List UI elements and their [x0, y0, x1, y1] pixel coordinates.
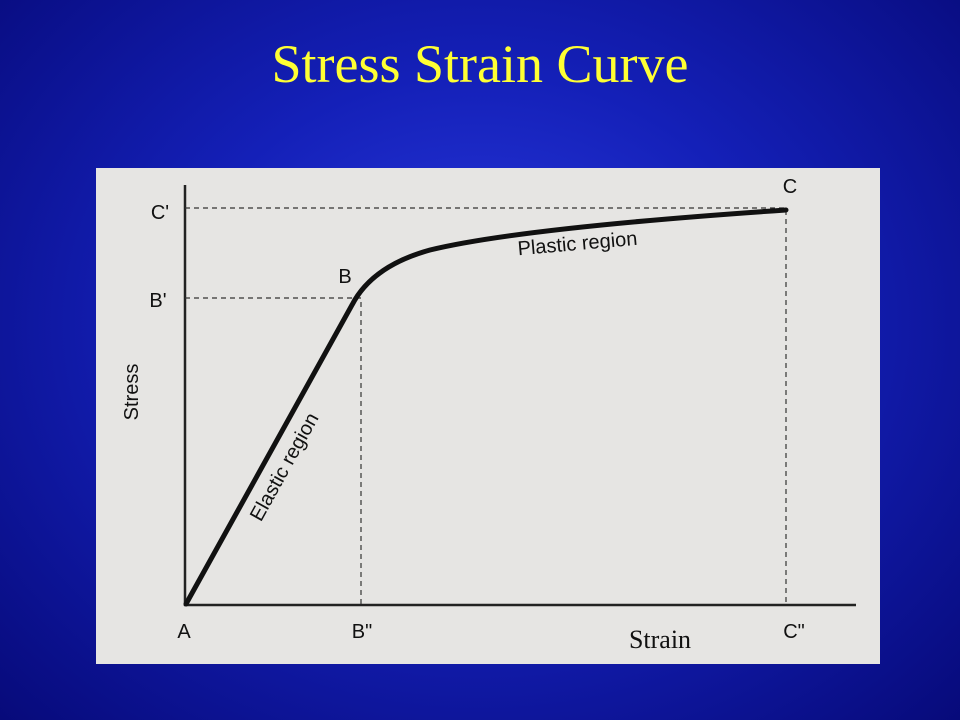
point-label: B' — [149, 290, 166, 312]
yield-guide — [185, 297, 362, 605]
y-axis-label: Stress — [121, 364, 143, 421]
point-label: B — [338, 266, 351, 288]
ultimate-guide — [185, 207, 787, 605]
x-axis-label: Strain — [629, 625, 691, 654]
point-label: B" — [352, 621, 372, 643]
slide-title: Stress Strain Curve — [272, 34, 689, 94]
diagram-panel — [96, 168, 880, 664]
point-label: A — [177, 621, 191, 643]
point-label: C — [783, 176, 797, 198]
point-label: C' — [151, 202, 169, 224]
stress-strain-curve — [183, 207, 789, 607]
guides — [185, 207, 787, 605]
point-label: C" — [783, 621, 805, 643]
axes — [183, 185, 856, 607]
